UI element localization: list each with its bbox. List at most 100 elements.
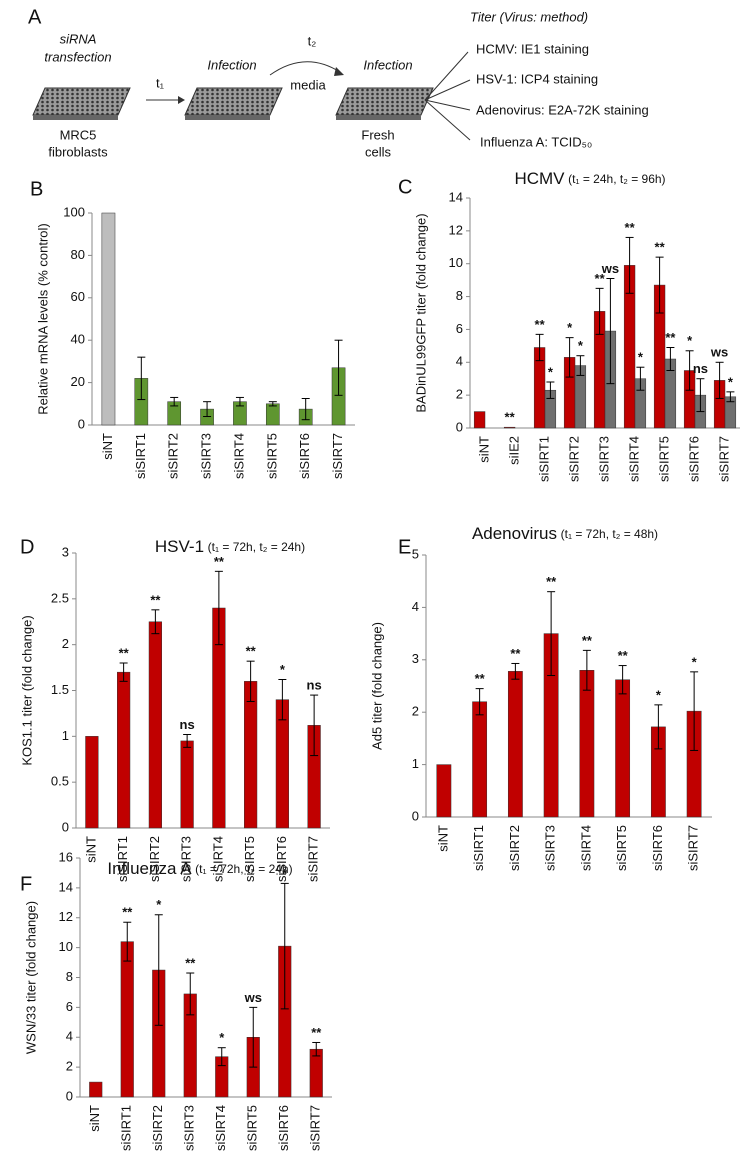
y-tick-label: 1 [412, 756, 419, 771]
x-tick-label: siSIRT5 [264, 433, 279, 479]
y-tick-label: 2 [62, 636, 69, 651]
bar [503, 426, 516, 429]
chart-title: Influenza A (t₁ = 72h, t₂ = 24h) [107, 859, 292, 878]
significance-label: ** [510, 646, 521, 661]
x-tick-label: siNT [100, 433, 115, 460]
step-label: cells [365, 144, 392, 159]
y-tick-label: 5 [412, 546, 419, 561]
arrow-label: t₁ [156, 75, 165, 90]
chart-title: HCMV (t₁ = 24h, t₂ = 96h) [514, 169, 665, 188]
y-tick-label: 3 [62, 544, 69, 559]
error-bar [685, 350, 694, 391]
bar [117, 671, 131, 829]
x-tick-label: siSIRT2 [166, 433, 181, 479]
significance-label: ns [180, 717, 195, 732]
significance-label: * [567, 320, 573, 335]
y-tick-label: 6 [456, 321, 463, 336]
x-tick-label: siSIRT7 [330, 433, 345, 479]
x-tick-label: siSIRT2 [507, 825, 522, 871]
y-axis-label: Relative mRNA levels (% control) [35, 223, 50, 414]
y-tick-label: 2.5 [51, 590, 69, 605]
error-bar [547, 591, 556, 677]
significance-label: ** [475, 671, 486, 686]
y-tick-label: 80 [71, 247, 85, 262]
y-tick-label: 60 [71, 289, 85, 304]
y-tick-label: 16 [59, 849, 73, 864]
title-main: Influenza A [107, 859, 192, 878]
y-tick-label: 0 [78, 416, 85, 431]
step-label: Fresh [361, 127, 394, 142]
step-title: Infection [207, 57, 256, 72]
error-bar [618, 665, 627, 695]
error-bar [655, 256, 664, 314]
x-tick-label: siSIRT5 [614, 825, 629, 871]
plate [184, 87, 283, 116]
x-tick-label: siSIRT6 [686, 436, 701, 482]
significance-label: * [692, 654, 698, 669]
bar [507, 671, 523, 818]
bar [101, 212, 116, 426]
chart-title: Adenovirus (t₁ = 72h, t₂ = 48h) [472, 524, 658, 543]
x-tick-label: siSIRT3 [543, 825, 558, 871]
y-tick-label: 2 [456, 387, 463, 402]
y-tick-label: 14 [449, 189, 463, 204]
x-tick-label: siNT [87, 1105, 102, 1132]
significance-label: * [219, 1030, 225, 1045]
title-sub: (t₁ = 72h, t₂ = 48h) [561, 527, 658, 541]
titer-header: Titer (Virus: method) [470, 9, 588, 24]
significance-label: ws [244, 990, 262, 1005]
bar [180, 740, 194, 829]
error-bar [606, 278, 615, 385]
significance-label: * [728, 374, 734, 389]
significance-label: ** [505, 410, 516, 425]
y-tick-label: 8 [456, 288, 463, 303]
bar [120, 941, 134, 1098]
error-bar [268, 401, 277, 407]
error-bar [535, 333, 544, 362]
significance-label: ** [246, 644, 257, 659]
panel-letter: C [398, 176, 412, 198]
significance-label: ** [655, 240, 666, 255]
x-tick-label: siSIRT1 [536, 436, 551, 482]
error-bar [690, 671, 699, 751]
error-bar [511, 662, 520, 680]
x-tick-label: siSIRT4 [213, 1105, 228, 1151]
error-bar [235, 396, 244, 407]
bar [473, 411, 486, 429]
y-tick-label: 100 [63, 204, 85, 219]
significance-label: * [156, 897, 162, 912]
y-axis-label: Ad5 titer (fold change) [369, 622, 384, 750]
fan-arrows [424, 51, 471, 141]
significance-label: ** [618, 648, 629, 663]
error-bar [666, 347, 675, 371]
plate-edge [33, 115, 118, 120]
error-bar [186, 972, 195, 1016]
arrowhead [334, 67, 344, 76]
x-tick-label: siSIRT3 [199, 433, 214, 479]
x-tick-label: siSIRT4 [626, 436, 641, 482]
error-bar [715, 361, 724, 399]
plate-edge [185, 115, 270, 120]
bar [579, 670, 595, 818]
error-bar [582, 649, 591, 691]
error-bar [636, 366, 645, 391]
x-tick-label: siSIRT4 [231, 433, 246, 479]
x-tick-label: siSIRT4 [210, 836, 225, 882]
arrow-label: t₂ [308, 33, 317, 48]
y-tick-label: 40 [71, 332, 85, 347]
error-bar [625, 236, 634, 294]
y-tick-label: 6 [66, 999, 73, 1014]
error-bar [595, 287, 604, 335]
y-tick-label: 8 [66, 969, 73, 984]
bar [265, 403, 280, 426]
significance-label: ns [693, 361, 708, 376]
error-bar [137, 356, 146, 401]
step-label: MRC5 [60, 127, 97, 142]
error-bar [312, 1041, 321, 1057]
error-bar [151, 609, 160, 635]
diagram: A siRNA transfection MRC5 fibroblasts t₁… [28, 6, 649, 159]
error-bar [565, 337, 574, 378]
error-bar [576, 355, 585, 376]
y-tick-label: 1 [62, 728, 69, 743]
